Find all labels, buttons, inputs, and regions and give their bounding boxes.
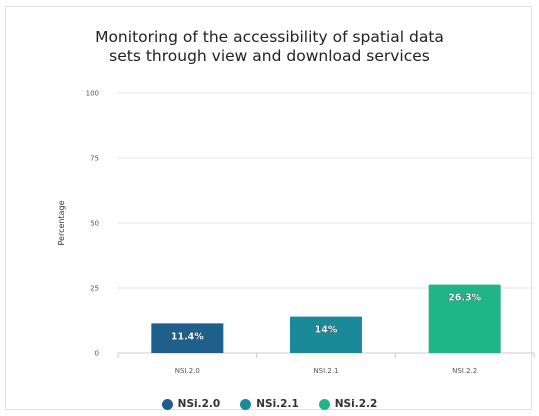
chart-legend: NSi.2.0 NSi.2.1 NSi.2.2 [0,398,539,410]
legend-label-nsi-2-1: NSi.2.1 [256,398,299,410]
x-tick-label: NSI.2.2 [452,367,477,375]
data-label: 26.3% [448,293,481,304]
bar [151,323,224,353]
data-label: 11.4% [171,331,204,342]
y-tick-label: 25 [90,285,99,293]
legend-label-nsi-2-0: NSi.2.0 [177,398,221,410]
x-tick-label: NSI.2.0 [175,367,200,375]
data-label: 14% [315,325,338,336]
legend-label-nsi-2-2: NSi.2.2 [334,398,378,410]
legend-swatch-nsi-2-1 [240,398,252,410]
y-tick-label: 50 [90,220,99,228]
legend-swatch-nsi-2-2 [318,398,330,410]
legend-swatch-nsi-2-0 [161,398,173,410]
bar [428,284,501,353]
legend-item-nsi-2-2[interactable]: NSi.2.2 [318,398,378,410]
legend-item-nsi-2-0[interactable]: NSi.2.0 [161,398,221,410]
y-tick-label: 0 [95,350,99,358]
bar [290,316,362,353]
x-tick-label: NSI.2.1 [313,367,338,375]
legend-item-nsi-2-1[interactable]: NSi.2.1 [240,398,299,410]
y-tick-label: 100 [86,90,99,98]
y-tick-label: 75 [90,155,99,163]
chart-title: Monitoring of the accessibility of spati… [95,28,444,65]
y-axis-title: Percentage [57,200,66,245]
